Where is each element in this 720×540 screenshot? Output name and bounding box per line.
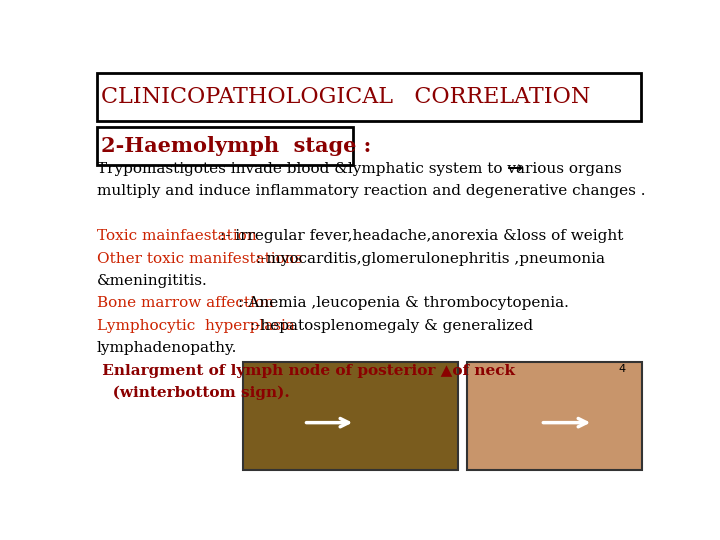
- Text: :-hepatosplenomegaly & generalized: :-hepatosplenomegaly & generalized: [250, 319, 534, 333]
- Text: 4: 4: [618, 364, 626, 374]
- Text: Other toxic manifestations: Other toxic manifestations: [96, 252, 302, 266]
- Bar: [96, 73, 642, 121]
- Text: CLINICOPATHOLOGICAL   CORRELATION: CLINICOPATHOLOGICAL CORRELATION: [101, 86, 590, 108]
- Text: &meningititis.: &meningititis.: [96, 274, 207, 288]
- Bar: [243, 362, 459, 470]
- Text: lymphadenopathy.: lymphadenopathy.: [96, 341, 237, 355]
- Bar: [96, 127, 354, 165]
- Text: (winterbottom sign).: (winterbottom sign).: [96, 386, 289, 401]
- Text: →: →: [507, 160, 523, 178]
- Text: :-myocarditis,glomerulonephritis ,pneumonia: :-myocarditis,glomerulonephritis ,pneumo…: [256, 252, 605, 266]
- Text: :- irregular fever,headache,anorexia &loss of weight: :- irregular fever,headache,anorexia &lo…: [220, 229, 624, 243]
- Text: Bone marrow affection: Bone marrow affection: [96, 296, 279, 310]
- Text: Toxic mainfaestation: Toxic mainfaestation: [96, 229, 256, 243]
- Bar: [467, 362, 642, 470]
- Text: :-Anemia ,leucopenia & thrombocytopenia.: :-Anemia ,leucopenia & thrombocytopenia.: [238, 296, 568, 310]
- Text: Trypomastigotes invade blood &lymphatic system to various organs: Trypomastigotes invade blood &lymphatic …: [96, 162, 626, 176]
- Text: Lymphocytic  hyperplasia: Lymphocytic hyperplasia: [96, 319, 294, 333]
- Text: multiply and induce inflammatory reaction and degenerative changes .: multiply and induce inflammatory reactio…: [96, 184, 645, 198]
- Text: 2-Haemolymph  stage :: 2-Haemolymph stage :: [101, 136, 372, 156]
- Text: Enlargment of lymph node of posterior ▲of neck: Enlargment of lymph node of posterior ▲o…: [96, 364, 515, 378]
